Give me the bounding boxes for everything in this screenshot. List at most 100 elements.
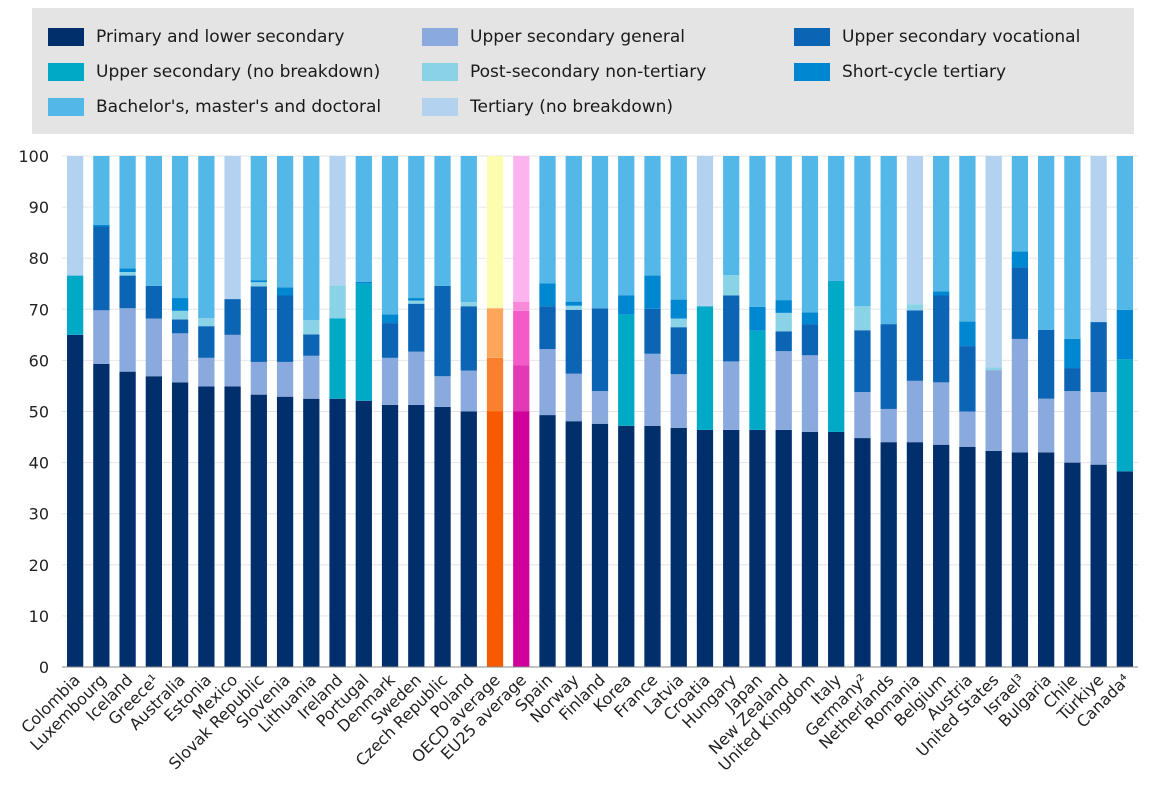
- bar-segment: [119, 272, 136, 276]
- bar-segment: [933, 382, 950, 445]
- bar-segment: [1011, 452, 1029, 667]
- bar-stack: [906, 156, 924, 667]
- bar-segment: [644, 308, 661, 354]
- bar-segment: [198, 326, 215, 358]
- bar-segment: [66, 275, 84, 335]
- bar-segment: [250, 361, 267, 395]
- bar-segment: [539, 349, 556, 416]
- bar-segment: [408, 300, 425, 304]
- bar-stack: [749, 156, 766, 667]
- bar-segment: [618, 295, 635, 315]
- y-tick-label: 20: [29, 556, 49, 575]
- bar-segment: [66, 334, 84, 667]
- legend-swatch: [794, 63, 830, 81]
- y-tick-label: 70: [29, 300, 49, 319]
- bar-segment: [959, 346, 976, 412]
- bar-segment: [355, 281, 372, 284]
- bar-segment: [1090, 322, 1107, 393]
- bar-segment: [1116, 359, 1134, 472]
- bar-segment: [93, 156, 110, 225]
- bar-segment: [723, 361, 740, 430]
- bar-segment: [565, 373, 582, 422]
- legend-label: Primary and lower secondary: [96, 27, 345, 47]
- bar-segment: [276, 156, 294, 288]
- bar-segment: [880, 408, 897, 443]
- bar-segment: [171, 319, 189, 334]
- bar-stack: [119, 156, 136, 667]
- bar-segment: [1064, 338, 1081, 369]
- bar-segment: [591, 156, 609, 309]
- bar-segment: [801, 431, 819, 667]
- bar-segment: [198, 386, 215, 667]
- bar-stack: [171, 156, 189, 667]
- bar-segment: [828, 431, 845, 667]
- bar-stack: [854, 156, 871, 667]
- bar-segment: [828, 280, 845, 432]
- bar-stack: [486, 156, 504, 667]
- bar-stack: [329, 156, 346, 667]
- bar-segment: [1038, 329, 1055, 399]
- bar-segment: [565, 309, 582, 374]
- bar-segment: [224, 156, 241, 300]
- bar-segment: [854, 438, 871, 667]
- bar-stack: [644, 156, 661, 667]
- bar-segment: [539, 283, 556, 307]
- bar-segment: [723, 156, 740, 276]
- bar-segment: [749, 156, 766, 307]
- y-tick-label: 40: [29, 454, 49, 473]
- bar-segment: [1116, 309, 1134, 360]
- legend-label: Upper secondary (no breakdown): [96, 62, 381, 82]
- bar-segment: [933, 291, 950, 296]
- bar-segment: [723, 295, 740, 362]
- legend-swatch: [422, 98, 458, 116]
- bar-segment: [224, 334, 241, 387]
- bar-segment: [198, 156, 215, 318]
- bar-stack: [250, 156, 267, 667]
- bar-stack: [959, 156, 976, 667]
- bar-segment: [145, 318, 162, 377]
- bar-segment: [644, 425, 661, 667]
- bar-segment: [303, 320, 320, 335]
- bar-segment: [1038, 156, 1055, 330]
- bar-segment: [959, 411, 976, 447]
- bar-stack: [985, 156, 1002, 667]
- bar-segment: [644, 275, 661, 309]
- bar-segment: [591, 391, 609, 424]
- bar-segment: [959, 156, 976, 322]
- bar-segment: [801, 324, 819, 356]
- bar-segment: [670, 427, 687, 667]
- bar-segment: [486, 357, 504, 412]
- bar-segment: [486, 307, 504, 309]
- bar-segment: [1011, 156, 1029, 252]
- bar-segment: [539, 306, 556, 350]
- bar-segment: [1038, 452, 1055, 667]
- bar-segment: [1116, 471, 1134, 667]
- bar-segment: [119, 268, 136, 272]
- bar-segment: [854, 392, 871, 439]
- bar-segment: [775, 300, 792, 313]
- y-tick-label: 0: [39, 658, 49, 677]
- bar-segment: [801, 312, 819, 325]
- bar-segment: [565, 421, 582, 667]
- bar-segment: [303, 355, 320, 399]
- bar-segment: [486, 411, 504, 667]
- bar-segment: [854, 306, 871, 331]
- bars: [66, 156, 1134, 667]
- bar-segment: [434, 285, 451, 377]
- legend-item-post-secondary-non-tertiary: Post-secondary non-tertiary: [422, 61, 706, 83]
- bar-segment: [381, 314, 399, 324]
- bar-segment: [1064, 462, 1081, 667]
- bar-segment: [618, 425, 635, 667]
- bar-segment: [1064, 156, 1081, 339]
- bar-segment: [985, 367, 1002, 371]
- bar-segment: [119, 371, 136, 667]
- legend-label: Short-cycle tertiary: [842, 62, 1007, 82]
- legend-swatch: [422, 63, 458, 81]
- bar-stack: [355, 156, 372, 667]
- bar-segment: [355, 283, 372, 401]
- bar-segment: [565, 305, 582, 310]
- bar-segment: [224, 299, 241, 335]
- bar-segment: [644, 353, 661, 426]
- bar-segment: [1090, 464, 1107, 667]
- bar-segment: [486, 308, 504, 358]
